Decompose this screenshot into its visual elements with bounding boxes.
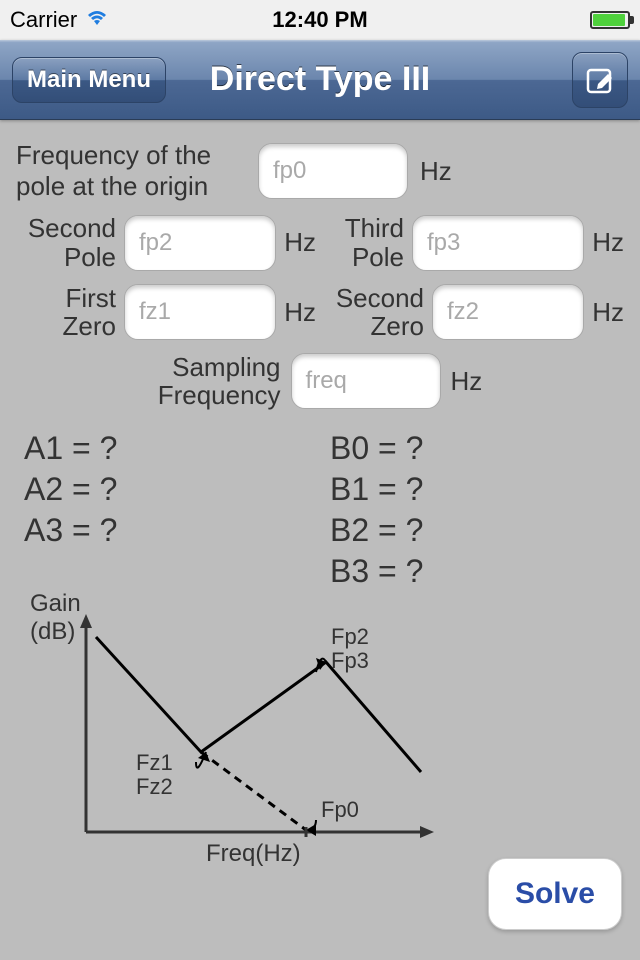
chart-fp2-label: Fp2 bbox=[331, 624, 369, 650]
freq-unit: Hz bbox=[451, 366, 483, 397]
carrier-label: Carrier bbox=[10, 7, 77, 33]
chart-x-label: Freq(Hz) bbox=[206, 840, 301, 868]
freq-input[interactable]: freq bbox=[291, 353, 441, 409]
compose-button[interactable] bbox=[572, 52, 628, 108]
chart-y-label: Gain (dB) bbox=[30, 590, 81, 646]
result-a3: A3 = ? bbox=[24, 512, 310, 549]
wifi-icon bbox=[85, 6, 109, 34]
fp0-label: Frequency of the pole at the origin bbox=[16, 140, 246, 202]
fz1-unit: Hz bbox=[284, 297, 316, 328]
solve-button[interactable]: Solve bbox=[488, 858, 622, 930]
battery-icon bbox=[590, 11, 630, 29]
fp3-unit: Hz bbox=[592, 227, 624, 258]
main-menu-button[interactable]: Main Menu bbox=[12, 57, 166, 103]
result-a1: A1 = ? bbox=[24, 430, 310, 467]
fp0-input[interactable]: fp0 bbox=[258, 143, 408, 199]
nav-bar: Main Menu Direct Type III bbox=[0, 40, 640, 120]
first-zero-label: First Zero bbox=[16, 284, 116, 341]
chart-fz2-label: Fz2 bbox=[136, 774, 173, 800]
result-b2: B2 = ? bbox=[330, 512, 616, 549]
fp2-input[interactable]: fp2 bbox=[124, 215, 276, 271]
page-title: Direct Type III bbox=[210, 60, 430, 99]
third-pole-label: Third Pole bbox=[324, 214, 404, 271]
fz2-unit: Hz bbox=[592, 297, 624, 328]
status-bar: Carrier 12:40 PM bbox=[0, 0, 640, 40]
fp3-input[interactable]: fp3 bbox=[412, 215, 584, 271]
second-pole-label: Second Pole bbox=[16, 214, 116, 271]
result-b3: B3 = ? bbox=[330, 553, 616, 590]
chart-fp3-label: Fp3 bbox=[331, 648, 369, 674]
bode-chart: Gain (dB) Freq(Hz) Fp2 Fp3 Fz1 Fz2 Fp0 bbox=[26, 602, 446, 862]
chart-fz1-label: Fz1 bbox=[136, 750, 173, 776]
fp0-unit: Hz bbox=[420, 156, 452, 187]
compose-icon bbox=[584, 64, 616, 96]
second-zero-label: Second Zero bbox=[324, 284, 424, 341]
result-a2: A2 = ? bbox=[24, 471, 310, 508]
fp2-unit: Hz bbox=[284, 227, 316, 258]
fz2-input[interactable]: fz2 bbox=[432, 284, 584, 340]
chart-fp0-label: Fp0 bbox=[321, 797, 359, 823]
result-b0: B0 = ? bbox=[330, 430, 616, 467]
fz1-input[interactable]: fz1 bbox=[124, 284, 276, 340]
result-b1: B1 = ? bbox=[330, 471, 616, 508]
status-time: 12:40 PM bbox=[272, 7, 367, 33]
sampling-label: Sampling Frequency bbox=[158, 353, 281, 410]
